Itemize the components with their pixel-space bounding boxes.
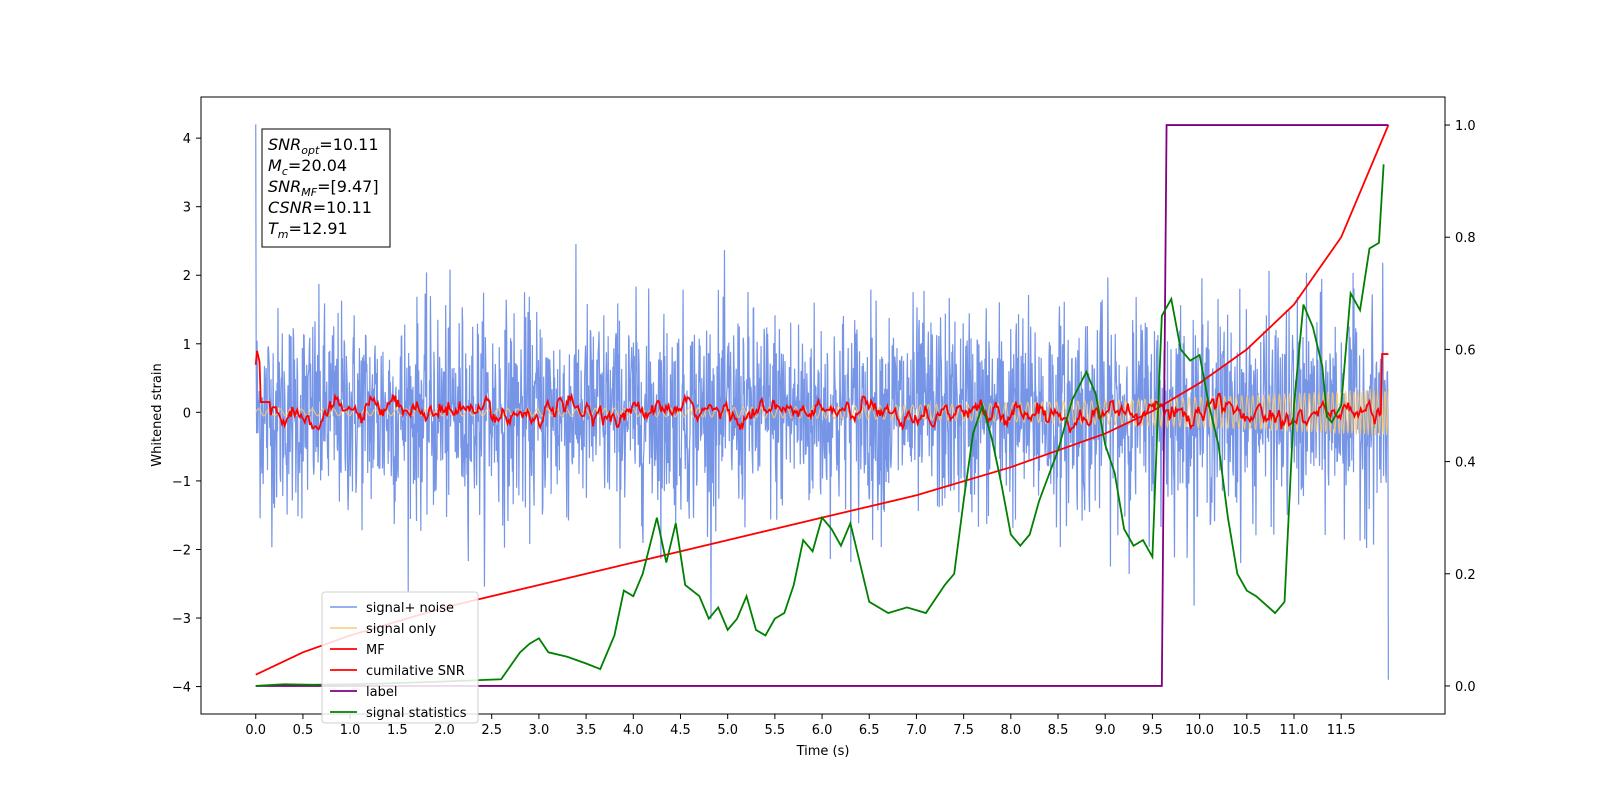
x-tick-label: 6.0 <box>812 723 833 738</box>
legend: signal+ noise signal only MF cumilative SNR… <box>321 591 479 724</box>
y-tick-label: −1 <box>172 475 191 490</box>
plot-frame <box>200 96 1446 715</box>
x-tick-label: 3.5 <box>576 723 597 738</box>
y-tick-label: 1 <box>183 338 191 353</box>
x-tick-label: 5.0 <box>717 723 738 738</box>
info-line: CSNR=10.11 <box>268 198 372 217</box>
mf-trace <box>254 350 1389 433</box>
info-line: Tm=12.91 <box>268 219 348 241</box>
x-tick-label: 0.5 <box>293 723 314 738</box>
legend-label: signal statistics <box>366 706 467 721</box>
x-tick-label: 2.0 <box>434 723 455 738</box>
x-tick-label: 4.5 <box>670 723 691 738</box>
x-tick-label: 7.5 <box>953 723 974 738</box>
y-tick-label: 3 <box>183 201 191 216</box>
y2-tick-label: 0.8 <box>1455 231 1476 246</box>
y2-tick-label: 0.4 <box>1455 456 1476 471</box>
y2-tick-label: 1.0 <box>1455 119 1476 134</box>
legend-label: MF <box>366 643 385 658</box>
signal-statistics-line <box>255 164 1385 687</box>
y2-tick-label: 0.6 <box>1455 343 1476 358</box>
y-axis-left: 4 3 2 1 0 −1 −2 −3 −4 <box>172 132 201 696</box>
x-tick-label: 9.5 <box>1142 723 1163 738</box>
x-tick-label: 7.0 <box>906 723 927 738</box>
x-tick-label: 11.5 <box>1327 723 1356 738</box>
y-axis-label: Whitened strain <box>150 363 165 466</box>
info-line: SNRMF=[9.47] <box>268 177 379 199</box>
legend-label: cumilative SNR <box>366 664 465 679</box>
x-tick-label: 3.0 <box>529 723 550 738</box>
y-tick-label: 0 <box>183 406 191 421</box>
x-tick-label: 2.5 <box>481 723 502 738</box>
x-tick-label: 9.0 <box>1095 723 1116 738</box>
x-tick-label: 1.5 <box>387 723 408 738</box>
x-tick-label: 5.5 <box>765 723 786 738</box>
x-tick-label: 1.0 <box>340 723 361 738</box>
y-tick-label: 4 <box>183 132 191 147</box>
x-tick-label: 8.0 <box>1000 723 1021 738</box>
y-axis-right: 1.0 0.8 0.6 0.4 0.2 0.0 <box>1445 119 1476 695</box>
label-line <box>255 124 1389 687</box>
x-tick-label: 10.0 <box>1185 723 1214 738</box>
info-line: Mc=20.04 <box>268 156 347 178</box>
signal-noise-trace <box>255 124 1389 680</box>
info-box: SNRopt=10.11Mc=20.04SNRMF=[9.47]CSNR=10.… <box>261 128 391 248</box>
y2-tick-label: 0.0 <box>1455 680 1476 695</box>
legend-label: label <box>366 685 397 700</box>
y-tick-label: −3 <box>172 612 191 627</box>
legend-label: signal+ noise <box>366 601 454 616</box>
info-line: SNRopt=10.11 <box>268 135 379 157</box>
x-tick-label: 0.0 <box>245 723 266 738</box>
y-tick-label: −2 <box>172 543 191 558</box>
y2-tick-label: 0.2 <box>1455 568 1476 583</box>
legend-label: signal only <box>366 622 436 637</box>
x-tick-label: 10.5 <box>1232 723 1261 738</box>
x-axis: 0.0 0.5 1.0 1.5 2.0 2.5 3.0 3.5 4.0 4.5 5.0 5.5 6.0 6… <box>245 714 1356 738</box>
y-tick-label: −4 <box>172 681 191 696</box>
x-axis-label: Time (s) <box>796 744 850 759</box>
x-tick-label: 6.5 <box>859 723 880 738</box>
y-tick-label: 2 <box>183 269 191 284</box>
x-tick-label: 4.0 <box>623 723 644 738</box>
x-tick-label: 11.0 <box>1280 723 1309 738</box>
signal-noise-line <box>255 124 1389 680</box>
x-tick-label: 8.5 <box>1048 723 1069 738</box>
mf-line <box>254 350 1389 433</box>
